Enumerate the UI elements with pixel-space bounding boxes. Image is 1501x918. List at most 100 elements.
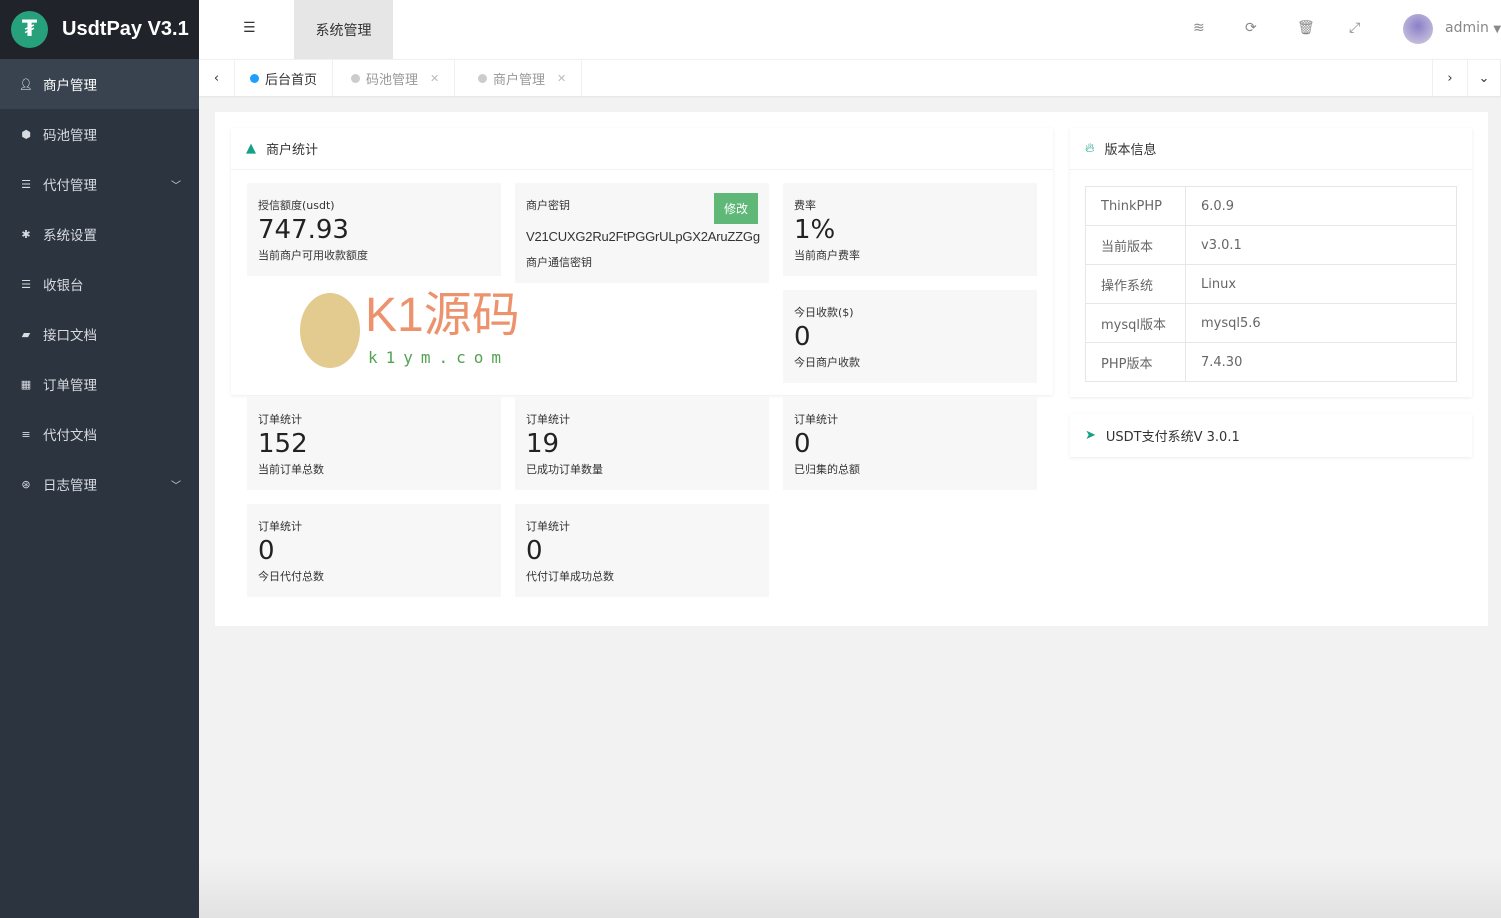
close-icon[interactable]: ✕ [557, 71, 567, 85]
logo: ₮ UsdtPay V3.1 [0, 0, 199, 59]
dot-icon [351, 73, 360, 83]
version-value: mysql5.6 [1185, 303, 1457, 343]
align-icon: ≡ [21, 427, 31, 441]
stat-desc: 已归集的总额 [794, 463, 860, 476]
sidebar-item[interactable]: ⊛ 日志管理 ﹀ [0, 459, 199, 509]
stat-desc: 当前订单总数 [258, 463, 324, 476]
stat-label: 授信额度(usdt) [258, 199, 335, 212]
android-icon: ⬢ [21, 127, 31, 141]
trash-icon[interactable]: 🗑 [1297, 20, 1315, 36]
caret-down-icon: ▼ [1493, 24, 1501, 35]
gear-icon: ✱ [21, 227, 31, 241]
stat-desc: 当前商户费率 [794, 249, 860, 262]
username: admin [1445, 20, 1489, 36]
table-row: PHP版本 7.4.30 [1085, 342, 1457, 382]
version-value: v3.0.1 [1185, 225, 1457, 265]
table-row: 操作系统 Linux [1085, 264, 1457, 304]
version-value: 7.4.30 [1185, 342, 1457, 382]
close-icon[interactable]: ✕ [430, 71, 440, 85]
stat-desc: 商户通信密钥 [526, 256, 592, 269]
version-key: 当前版本 [1085, 225, 1186, 265]
sidebar-item[interactable]: ☰ 代付管理 ﹀ [0, 159, 199, 209]
system-management-tab[interactable]: 系统管理 [294, 0, 393, 59]
stat-label: 订单统计 [258, 520, 302, 533]
sidebar-item[interactable]: ≡ 代付文档 [0, 409, 199, 459]
sidebar-item[interactable]: ▰ 接口文档 [0, 309, 199, 359]
refresh-icon[interactable]: ⟳ [1245, 20, 1257, 36]
card-title: USDT支付系统V 3.0.1 [1105, 429, 1240, 445]
tab-home[interactable]: 后台首页 [235, 60, 334, 96]
menu-toggle-icon[interactable]: ☰ [243, 20, 256, 36]
stat-value: 0 [526, 536, 543, 566]
version-card: 🔥︎ 版本信息 ThinkPHP 6.0.9 当前版本 v3.0.1 操作系统 Linux m… [1070, 128, 1472, 397]
stat-label: 费率 [794, 199, 816, 212]
tab-label: 码池管理 [366, 72, 419, 88]
order-stat: 订单统计 19 已成功订单数量 [515, 397, 769, 490]
send-icon: ➤ [1085, 427, 1096, 443]
sidebar-item-label: 商户管理 [43, 78, 97, 94]
tether-icon: ₮ [11, 11, 48, 48]
stat-value: 0 [258, 536, 275, 566]
list-icon: ☰ [21, 277, 31, 291]
tab-merchant[interactable]: 商户管理 ✕ [463, 60, 583, 96]
sidebar-item-label: 接口文档 [43, 328, 97, 344]
table-row: 当前版本 v3.0.1 [1085, 225, 1457, 265]
stat-label: 订单统计 [794, 413, 838, 426]
tab-dropdown-button[interactable]: ⌄ [1468, 60, 1501, 96]
dot-icon [478, 73, 487, 83]
list-icon: ☰ [21, 177, 31, 191]
tab-next-button[interactable]: › [1432, 60, 1468, 96]
rate-stat: 费率 1% 当前商户费率 [783, 183, 1037, 276]
sidebar-item[interactable]: 👤︎ 商户管理 [0, 59, 199, 109]
sidebar-item-label: 日志管理 [43, 478, 97, 494]
fullscreen-icon[interactable]: ⤢ [1349, 20, 1361, 36]
stat-label: 商户密钥 [526, 199, 570, 212]
sidebar-item[interactable]: ▦ 订单管理 [0, 359, 199, 409]
tab-label: 后台首页 [265, 72, 318, 88]
book-icon: ▰ [21, 327, 31, 341]
stat-value: 1% [794, 215, 836, 245]
user-icon: 👤︎ [19, 77, 33, 91]
stat-value: 0 [794, 322, 811, 352]
tab-code-pool[interactable]: 码池管理 ✕ [336, 60, 456, 96]
tab-prev-button[interactable]: ‹ [199, 60, 235, 96]
sidebar-item-label: 系统设置 [43, 228, 97, 244]
stat-desc: 已成功订单数量 [526, 463, 603, 476]
app-title: UsdtPay V3.1 [62, 18, 189, 40]
sidebar-item-label: 代付文档 [43, 428, 97, 444]
sidebar-item[interactable]: ✱ 系统设置 [0, 209, 199, 259]
avatar[interactable] [1403, 14, 1433, 44]
version-key: mysql版本 [1085, 303, 1186, 343]
stat-value: 152 [258, 429, 308, 459]
tab-label: 商户管理 [493, 72, 546, 88]
stat-value: 747.93 [258, 215, 349, 245]
stat-value: 0 [794, 429, 811, 459]
chevron-down-icon: ﹀ [171, 180, 181, 192]
sidebar-item-label: 订单管理 [43, 378, 97, 394]
stat-label: 订单统计 [526, 520, 570, 533]
header: ☰ 系统管理 ≋ ⟳ 🗑 ⤢ admin ▼ [199, 0, 1501, 59]
stat-desc: 今日代付总数 [258, 570, 324, 583]
credit-stat: 授信额度(usdt) 747.93 当前商户可用收款额度 [247, 183, 501, 276]
sidebar-item[interactable]: ☰ 收银台 [0, 259, 199, 309]
stat-value: 19 [526, 429, 560, 459]
merchant-key-stat: 商户密钥 修改 V21CUXG2Ru2FtPGGrULpGX2AruZZGg 商… [515, 183, 769, 283]
stat-label: 今日收款($) [794, 306, 854, 319]
version-value: Linux [1185, 264, 1457, 304]
stat-label: 订单统计 [526, 413, 570, 426]
fire-icon: 🔥︎ [1085, 141, 1095, 156]
merchant-key-value: V21CUXG2Ru2FtPGGrULpGX2AruZZGg [526, 229, 760, 244]
sidebar-item[interactable]: ⬢ 码池管理 [0, 109, 199, 159]
wifi-icon[interactable]: ≋ [1193, 20, 1205, 36]
edit-key-button[interactable]: 修改 [713, 193, 758, 224]
sidebar-item-label: 收银台 [43, 278, 84, 294]
table-row: ThinkPHP 6.0.9 [1085, 186, 1457, 226]
stat-desc: 代付订单成功总数 [526, 570, 614, 583]
version-key: ThinkPHP [1085, 186, 1186, 226]
calculator-icon: ▦ [20, 377, 32, 391]
order-stat: 订单统计 0 今日代付总数 [247, 504, 501, 597]
table-row: mysql版本 mysql5.6 [1085, 303, 1457, 343]
globe-icon: ⊛ [21, 477, 31, 491]
version-key: PHP版本 [1085, 342, 1186, 382]
user-menu[interactable]: admin ▼ [1445, 20, 1501, 36]
